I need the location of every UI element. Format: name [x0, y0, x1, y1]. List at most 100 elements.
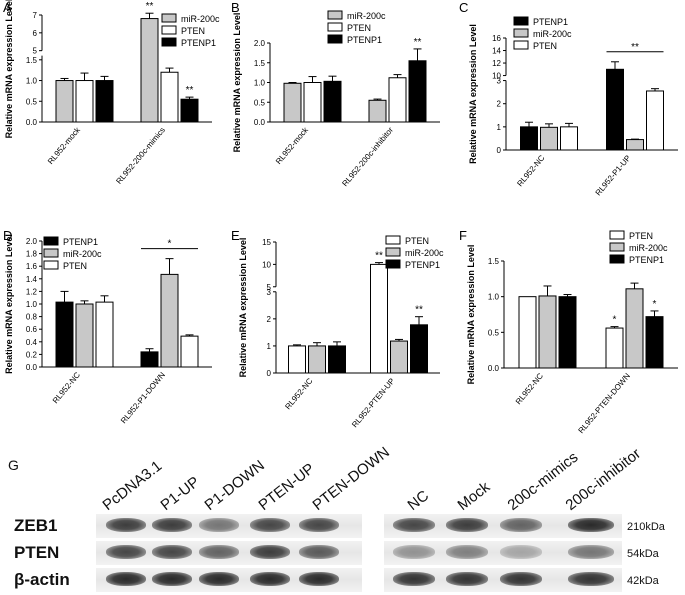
bar: [520, 126, 538, 151]
y-tick-label: 0: [267, 369, 272, 378]
bar: [180, 335, 199, 368]
panel-letter: D: [3, 228, 12, 243]
y-tick-label: 16: [492, 34, 501, 43]
y-axis-label: Relative mRNA expression Level: [468, 24, 478, 164]
protein-band: [500, 518, 542, 532]
lane-label: Mock: [454, 478, 494, 514]
y-tick-label: 1.5: [488, 257, 500, 266]
bar: [370, 263, 388, 374]
bar: [323, 80, 342, 123]
legend-swatch: [161, 37, 177, 47]
x-category-label: RL952-PTEN-UP: [350, 377, 396, 430]
y-tick-label: 1: [497, 123, 502, 132]
y-tick-label: 0.8: [26, 313, 38, 322]
y-tick-label: 12: [492, 59, 501, 68]
bar: [540, 126, 558, 151]
panel-letter: E: [231, 228, 240, 243]
panel-letter: C: [459, 0, 468, 15]
bar: [606, 68, 624, 151]
lane-label: NC: [404, 487, 433, 514]
bar: [55, 80, 74, 123]
y-tick-label: 6: [33, 29, 38, 38]
x-category-label: RL952-mock: [46, 125, 83, 166]
bar: [180, 98, 199, 123]
x-category-label: RL952-200c-mimics: [114, 126, 167, 186]
lane-label: PcDNA3.1: [99, 457, 166, 514]
y-tick-label: 0.4: [26, 338, 38, 347]
bar: [160, 71, 179, 123]
bar: [95, 301, 114, 368]
y-tick-label: 10: [492, 72, 501, 81]
bar: [95, 80, 114, 123]
x-category-label: RL952-mock: [274, 125, 311, 166]
legend-label: PTEN: [181, 26, 205, 36]
lane-label: P1-UP: [157, 473, 203, 514]
legend-label: PTEN: [629, 231, 653, 241]
y-tick-label: 1.0: [26, 300, 38, 309]
y-tick-label: 0.0: [488, 364, 500, 373]
protein-band: [106, 572, 146, 586]
molecular-weight-label: 210kDa: [627, 521, 665, 533]
protein-band: [199, 572, 239, 586]
protein-band: [393, 518, 435, 532]
y-tick-label: 1.0: [26, 77, 38, 86]
y-tick-label: 2.0: [254, 39, 266, 48]
legend-swatch: [513, 16, 529, 26]
molecular-weight-label: 42kDa: [627, 575, 659, 587]
y-tick-label: 1.0: [488, 293, 500, 302]
legend-swatch: [609, 230, 625, 240]
significance-mark: *: [653, 299, 657, 310]
chart-panel-e: E Relative mRNA expression Level 0 1 2 3 5 10 15…: [228, 228, 456, 456]
protein-band: [152, 545, 192, 559]
bar: [560, 126, 578, 151]
protein-band: [250, 518, 290, 532]
bar: [160, 273, 179, 368]
legend-swatch: [513, 40, 529, 50]
panel-letter: A: [3, 0, 12, 15]
legend-label: miR-200c: [181, 14, 220, 24]
legend-swatch: [385, 235, 401, 245]
legend-label: PTEN: [405, 236, 429, 246]
bar: [368, 99, 387, 123]
protein-band: [299, 545, 339, 559]
protein-band: [500, 545, 542, 559]
protein-band: [106, 545, 146, 559]
legend-swatch: [43, 248, 59, 258]
legend-label: PTEN: [63, 261, 87, 271]
significance-mark: **: [375, 251, 383, 262]
significance-mark: *: [168, 239, 172, 250]
y-tick-label: 5: [33, 47, 38, 56]
chart-svg: F Relative mRNA expression Level 0.0 0.5 1.0…: [459, 228, 678, 435]
protein-band: [446, 572, 488, 586]
bar: [328, 345, 346, 374]
legend-swatch: [161, 25, 177, 35]
protein-band: [250, 572, 290, 586]
panel-letter-g: G: [8, 457, 19, 473]
legend-label: PTENP1: [533, 17, 568, 27]
bar: [410, 324, 428, 374]
bar: [390, 340, 408, 374]
significance-mark: **: [414, 37, 422, 48]
chart-panel-c: C Relative mRNA expression Level 0 1 2 3 10 12 1…: [456, 0, 685, 228]
legend-swatch: [43, 236, 59, 246]
bar: [645, 316, 664, 369]
chart-panel-b: B Relative mRNA expression Level 0.0 0.5 1.0…: [228, 0, 456, 228]
protein-band: [393, 572, 435, 586]
molecular-weight-label: 54kDa: [627, 548, 659, 560]
y-tick-label: 0: [497, 146, 502, 155]
bar: [538, 295, 557, 369]
bar: [518, 296, 537, 369]
bar: [140, 18, 159, 123]
y-tick-label: 1.0: [254, 79, 266, 88]
legend-label: PTENP1: [63, 237, 98, 247]
bar: [625, 288, 644, 369]
bar: [303, 82, 322, 123]
bar: [55, 301, 74, 368]
legend-label: PTENP1: [405, 260, 440, 270]
y-tick-label: 15: [262, 238, 271, 247]
legend-label: miR-200c: [405, 248, 444, 258]
western-blot-panel: G PcDNA3.1 P1-UP P1-DOWN PTEN-UP PTEN-DO…: [0, 444, 685, 595]
significance-mark: **: [146, 1, 154, 12]
significance-mark: **: [186, 85, 194, 96]
